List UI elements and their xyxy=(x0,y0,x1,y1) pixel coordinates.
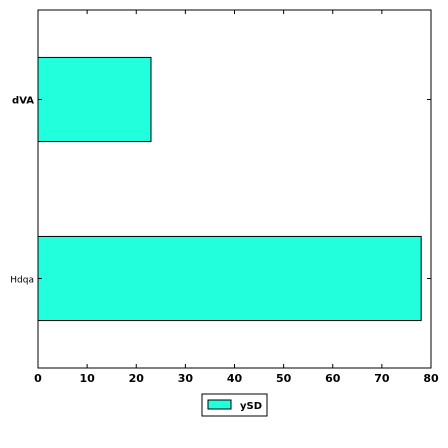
x-tick-label: 50 xyxy=(276,372,292,385)
legend: ySD xyxy=(201,393,268,417)
legend-label: ySD xyxy=(240,401,262,412)
y-axis-ticks: Hdqa dVA xyxy=(10,96,431,286)
x-tick-label: 30 xyxy=(178,372,194,385)
x-tick-label: 60 xyxy=(325,372,341,385)
y-tick-label: dVA xyxy=(12,96,34,107)
y-tick-label: Hdqa xyxy=(10,276,34,286)
legend-swatch xyxy=(207,399,232,410)
x-tick-label: 40 xyxy=(227,372,243,385)
x-tick-label: 80 xyxy=(423,372,439,385)
bars-layer xyxy=(37,56,422,322)
x-axis-ticks: 0 10 20 30 40 50 60 70 80 xyxy=(34,10,439,385)
x-tick-label: 70 xyxy=(374,372,390,385)
x-tick-label: 20 xyxy=(129,372,145,385)
x-tick-label: 0 xyxy=(34,372,42,385)
x-tick-label: 10 xyxy=(79,372,95,385)
bar-Hdqa xyxy=(37,235,422,322)
plot-area-frame xyxy=(37,9,432,369)
bar-dVA xyxy=(37,56,152,143)
